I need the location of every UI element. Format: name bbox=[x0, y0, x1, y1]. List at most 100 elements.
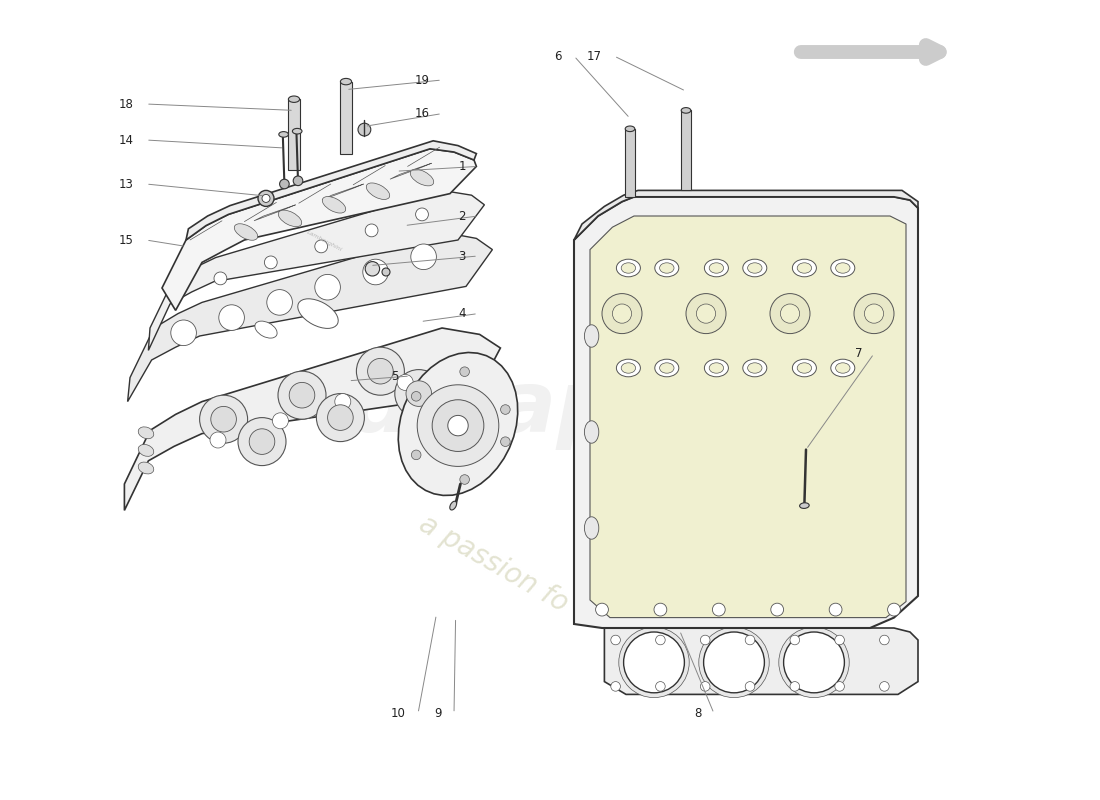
Circle shape bbox=[432, 400, 484, 451]
Polygon shape bbox=[625, 129, 635, 197]
Circle shape bbox=[363, 259, 388, 285]
Circle shape bbox=[783, 632, 845, 693]
Circle shape bbox=[210, 432, 225, 448]
Circle shape bbox=[602, 294, 642, 334]
Ellipse shape bbox=[278, 210, 301, 226]
Text: Lamborghini: Lamborghini bbox=[306, 230, 343, 252]
Ellipse shape bbox=[681, 107, 691, 113]
Circle shape bbox=[500, 405, 510, 414]
Ellipse shape bbox=[830, 359, 855, 377]
Circle shape bbox=[334, 394, 351, 410]
Circle shape bbox=[790, 682, 800, 691]
Polygon shape bbox=[390, 163, 431, 179]
Circle shape bbox=[460, 367, 470, 377]
Circle shape bbox=[328, 405, 353, 430]
Circle shape bbox=[238, 418, 286, 466]
Circle shape bbox=[406, 381, 431, 406]
Ellipse shape bbox=[836, 363, 850, 373]
Ellipse shape bbox=[830, 259, 855, 277]
Circle shape bbox=[610, 635, 620, 645]
Circle shape bbox=[214, 272, 227, 285]
Circle shape bbox=[395, 370, 443, 418]
Text: 14: 14 bbox=[119, 134, 134, 146]
Polygon shape bbox=[681, 110, 691, 190]
Circle shape bbox=[356, 347, 405, 395]
Ellipse shape bbox=[139, 445, 154, 456]
Circle shape bbox=[713, 603, 725, 616]
Circle shape bbox=[790, 635, 800, 645]
Circle shape bbox=[448, 415, 469, 436]
Ellipse shape bbox=[836, 262, 850, 274]
Ellipse shape bbox=[748, 363, 762, 373]
Ellipse shape bbox=[798, 262, 812, 274]
Circle shape bbox=[654, 603, 667, 616]
Circle shape bbox=[595, 603, 608, 616]
Circle shape bbox=[258, 190, 274, 206]
Ellipse shape bbox=[800, 502, 810, 509]
Circle shape bbox=[267, 290, 293, 315]
Polygon shape bbox=[124, 328, 501, 510]
Ellipse shape bbox=[654, 259, 679, 277]
Circle shape bbox=[397, 374, 414, 390]
Ellipse shape bbox=[792, 359, 816, 377]
Ellipse shape bbox=[584, 421, 598, 443]
Circle shape bbox=[250, 429, 275, 454]
Ellipse shape bbox=[798, 363, 812, 373]
Ellipse shape bbox=[710, 262, 724, 274]
Circle shape bbox=[315, 274, 340, 300]
Circle shape bbox=[771, 603, 783, 616]
Circle shape bbox=[704, 632, 764, 693]
Circle shape bbox=[835, 635, 845, 645]
Ellipse shape bbox=[792, 259, 816, 277]
Ellipse shape bbox=[293, 128, 303, 134]
Circle shape bbox=[613, 304, 631, 323]
Circle shape bbox=[410, 244, 437, 270]
Ellipse shape bbox=[288, 96, 299, 102]
Ellipse shape bbox=[139, 462, 154, 474]
Ellipse shape bbox=[255, 321, 277, 338]
Polygon shape bbox=[186, 141, 476, 240]
Ellipse shape bbox=[340, 78, 352, 85]
Circle shape bbox=[382, 268, 390, 276]
Circle shape bbox=[211, 406, 236, 432]
Polygon shape bbox=[604, 628, 918, 694]
Circle shape bbox=[411, 450, 421, 460]
Circle shape bbox=[317, 394, 364, 442]
Circle shape bbox=[829, 603, 842, 616]
Polygon shape bbox=[288, 99, 299, 170]
Circle shape bbox=[745, 682, 755, 691]
Text: 18: 18 bbox=[119, 98, 134, 110]
Circle shape bbox=[199, 395, 248, 443]
Circle shape bbox=[745, 635, 755, 645]
Circle shape bbox=[854, 294, 894, 334]
Circle shape bbox=[278, 371, 326, 419]
Text: 16: 16 bbox=[415, 107, 430, 120]
Ellipse shape bbox=[748, 262, 762, 274]
Circle shape bbox=[273, 413, 288, 429]
Circle shape bbox=[865, 304, 883, 323]
Circle shape bbox=[698, 627, 769, 698]
Text: 19: 19 bbox=[415, 74, 430, 86]
Polygon shape bbox=[398, 353, 518, 495]
Ellipse shape bbox=[410, 170, 433, 186]
Circle shape bbox=[686, 294, 726, 334]
Circle shape bbox=[315, 240, 328, 253]
Circle shape bbox=[880, 682, 889, 691]
Circle shape bbox=[888, 603, 901, 616]
Ellipse shape bbox=[139, 427, 154, 438]
Ellipse shape bbox=[450, 502, 456, 510]
Ellipse shape bbox=[366, 183, 389, 199]
Circle shape bbox=[289, 382, 315, 408]
Circle shape bbox=[367, 358, 393, 384]
Text: a passion fo: a passion fo bbox=[415, 510, 573, 618]
Ellipse shape bbox=[616, 259, 640, 277]
Ellipse shape bbox=[710, 363, 724, 373]
Text: 3: 3 bbox=[459, 250, 466, 262]
Circle shape bbox=[619, 627, 690, 698]
Text: 17: 17 bbox=[587, 50, 602, 62]
Polygon shape bbox=[340, 82, 352, 154]
Circle shape bbox=[701, 682, 710, 691]
Circle shape bbox=[701, 635, 710, 645]
Text: 15: 15 bbox=[119, 234, 134, 246]
Circle shape bbox=[365, 262, 380, 276]
